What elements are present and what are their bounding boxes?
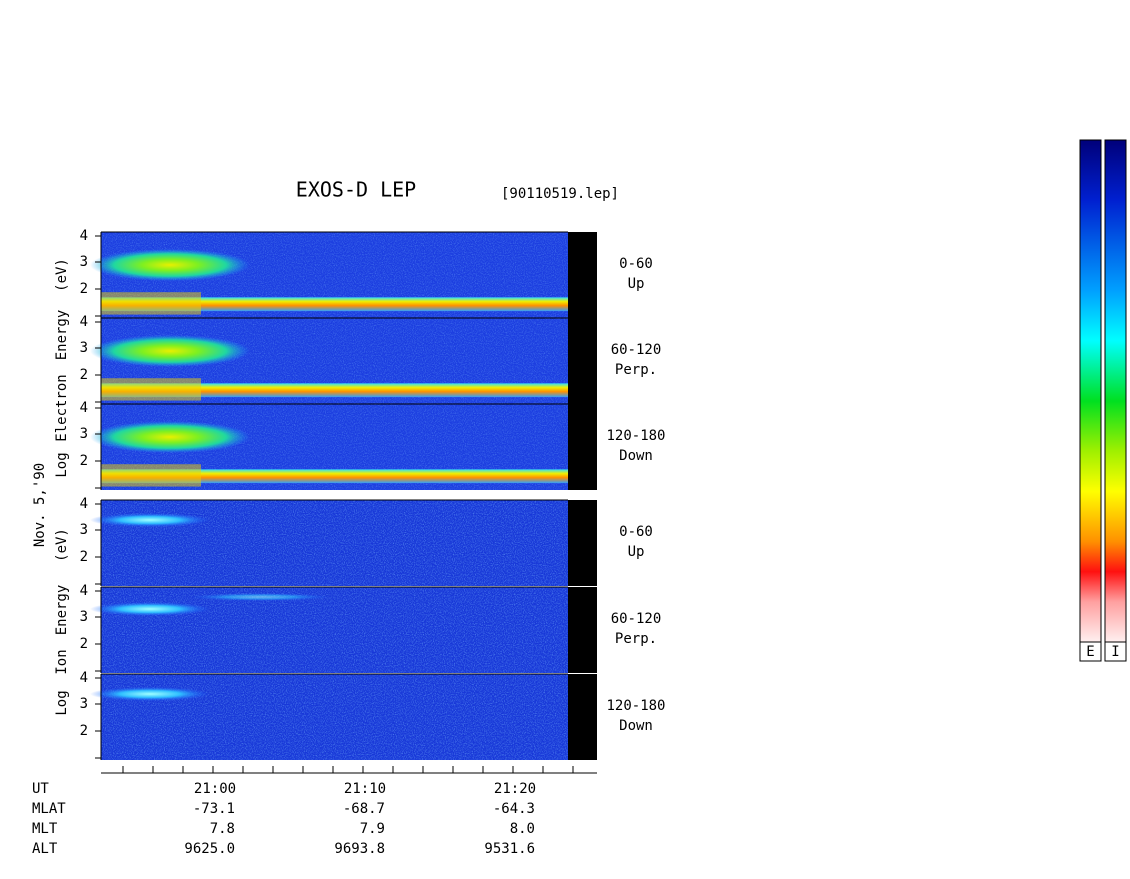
direction-label: Up xyxy=(628,276,645,292)
row-label: MLT xyxy=(32,821,58,837)
y-tick-label: 2 xyxy=(80,723,88,739)
data-gap xyxy=(568,318,597,404)
footer-value: -73.1 xyxy=(193,801,235,817)
data-gap xyxy=(568,587,597,673)
y-tick-label: 4 xyxy=(80,583,88,599)
axis-label: (eV) xyxy=(54,528,70,562)
data-gap xyxy=(568,500,597,586)
angle-label: 120-180 xyxy=(606,698,665,714)
y-tick-label: 4 xyxy=(80,314,88,330)
electron-stripe xyxy=(101,469,568,484)
ion-band xyxy=(90,602,210,616)
footer-value: 8.0 xyxy=(510,821,535,837)
title: EXOS-D LEP xyxy=(296,178,416,202)
footer-value: 7.9 xyxy=(360,821,385,837)
y-tick-label: 3 xyxy=(80,522,88,538)
direction-label: Up xyxy=(628,544,645,560)
axis-label: Energy xyxy=(54,585,70,636)
file-name: [90110519.lep] xyxy=(501,186,619,202)
electron-band xyxy=(90,249,250,281)
angle-label: 0-60 xyxy=(619,256,653,272)
footer-value: 21:20 xyxy=(494,781,536,797)
ion-trail xyxy=(190,593,330,601)
data-gap xyxy=(568,404,597,490)
color-bar xyxy=(1079,139,1102,643)
axis-label: Ion xyxy=(54,649,70,674)
row-label: MLAT xyxy=(32,801,66,817)
y-tick-label: 3 xyxy=(80,426,88,442)
y-tick-label: 2 xyxy=(80,636,88,652)
y-tick-label: 2 xyxy=(80,367,88,383)
y-tick-label: 4 xyxy=(80,228,88,244)
footer-value: 21:00 xyxy=(194,781,236,797)
color-bar-label-box xyxy=(1104,641,1127,662)
footer-value: 9693.8 xyxy=(334,841,385,857)
y-tick-label: 3 xyxy=(80,696,88,712)
electron-band xyxy=(90,421,250,453)
direction-label: Down xyxy=(619,718,653,734)
y-tick-label: 2 xyxy=(80,549,88,565)
color-bar-label-box xyxy=(1079,641,1102,662)
footer-value: 9625.0 xyxy=(184,841,235,857)
spectrogram-noise xyxy=(101,674,568,760)
footer-value: -64.3 xyxy=(493,801,535,817)
y-tick-label: 4 xyxy=(80,496,88,512)
electron-stripe xyxy=(101,297,568,312)
footer-value: 7.8 xyxy=(210,821,235,837)
date: Nov. 5,'90 xyxy=(32,463,48,547)
axis-label: (eV) xyxy=(54,258,70,292)
y-tick-label: 3 xyxy=(80,340,88,356)
axis-label: Electron xyxy=(54,374,70,441)
electron-band xyxy=(90,335,250,367)
spectrogram-noise xyxy=(101,587,568,673)
y-tick-label: 4 xyxy=(80,400,88,416)
color-bar-label: I xyxy=(1111,644,1119,660)
spectrogram-noise xyxy=(101,500,568,586)
electron-low xyxy=(101,378,201,401)
row-label: UT xyxy=(32,781,49,797)
y-tick-label: 3 xyxy=(80,254,88,270)
ion-band xyxy=(90,687,210,701)
ion-band xyxy=(90,513,210,527)
color-bar xyxy=(1104,139,1127,643)
direction-label: Perp. xyxy=(615,362,657,378)
axis-label: Log xyxy=(54,690,70,715)
row-label: ALT xyxy=(32,841,58,857)
electron-low xyxy=(101,464,201,487)
direction-label: Perp. xyxy=(615,631,657,647)
y-tick-label: 3 xyxy=(80,609,88,625)
y-tick-label: 4 xyxy=(80,670,88,686)
data-gap xyxy=(568,232,597,318)
data-gap xyxy=(568,674,597,760)
footer-value: 21:10 xyxy=(344,781,386,797)
angle-label: 120-180 xyxy=(606,428,665,444)
angle-label: 0-60 xyxy=(619,524,653,540)
color-bar-label: E xyxy=(1086,644,1094,660)
axis-label: Energy xyxy=(54,310,70,361)
angle-label: 60-120 xyxy=(611,342,662,358)
axis-label: Log xyxy=(54,452,70,477)
y-tick-label: 2 xyxy=(80,281,88,297)
direction-label: Down xyxy=(619,448,653,464)
electron-low xyxy=(101,292,201,315)
angle-label: 60-120 xyxy=(611,611,662,627)
electron-stripe xyxy=(101,383,568,398)
footer-value: -68.7 xyxy=(343,801,385,817)
footer-value: 9531.6 xyxy=(484,841,535,857)
y-tick-label: 2 xyxy=(80,453,88,469)
